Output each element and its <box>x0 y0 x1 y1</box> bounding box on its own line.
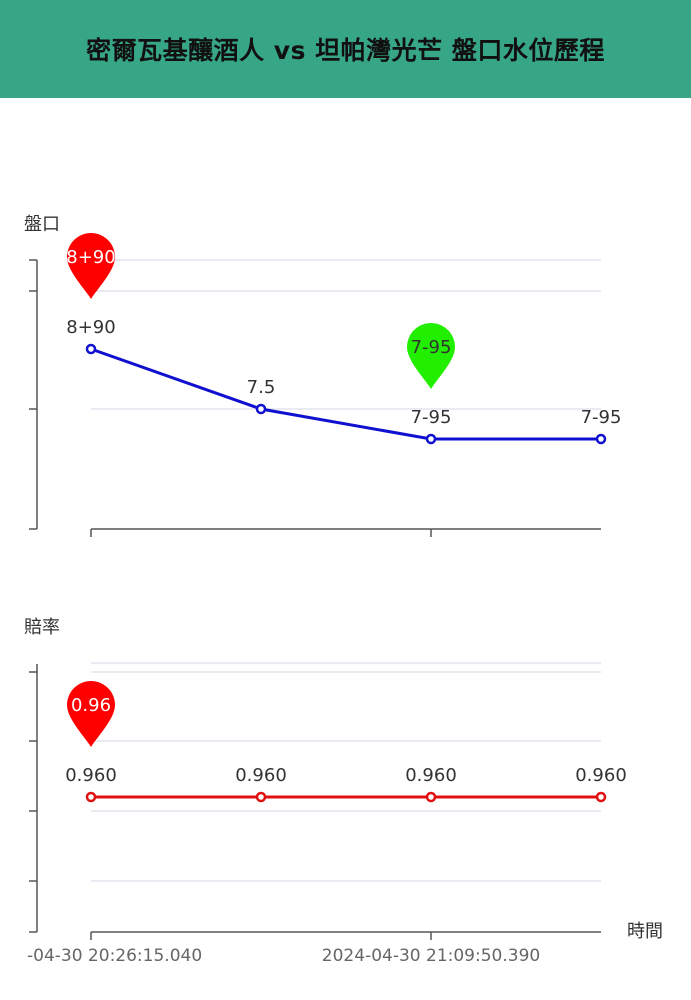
marker-pin-shape <box>407 323 455 389</box>
handicap-axis-title: 盤口 <box>24 214 60 235</box>
marker-pin-text: 0.96 <box>71 695 111 716</box>
data-label: 7.5 <box>247 377 276 398</box>
data-point <box>425 791 437 803</box>
x-tick-label: 2024-04-30 21:09:50.390 <box>322 946 540 966</box>
data-point <box>595 433 607 445</box>
series-line <box>90 347 601 441</box>
marker-pin-shape <box>67 681 115 747</box>
data-point <box>595 791 607 803</box>
page-header: 密爾瓦基釀酒人 vs 坦帕灣光芒 盤口水位歷程 <box>0 0 691 98</box>
odds-chart: 賠率 時間 0.960 0.960 0.960 0.960 0.96 -04-30 2… <box>24 617 663 966</box>
x-tick-label: -04-30 20:26:15.040 <box>27 946 202 966</box>
handicap-chart: 盤口 8+90 7.5 7-95 7-95 8+90 7-95 <box>24 214 621 537</box>
marker-pin-shape <box>67 233 115 299</box>
data-point <box>425 433 437 445</box>
data-label: 0.960 <box>65 765 117 786</box>
marker-pin: 8+90 <box>66 233 116 299</box>
data-point <box>255 791 267 803</box>
data-point <box>85 343 97 355</box>
data-label: 0.960 <box>235 765 287 786</box>
data-point <box>85 791 97 803</box>
marker-pin-text: 8+90 <box>66 247 115 268</box>
history-charts: 盤口 8+90 7.5 7-95 7-95 8+90 7-95 賠率 時間 0.960 0… <box>24 214 663 966</box>
page-title: 密爾瓦基釀酒人 vs 坦帕灣光芒 盤口水位歷程 <box>86 36 605 65</box>
odds-axis-title: 賠率 <box>24 617 60 638</box>
data-label: 7-95 <box>581 407 622 428</box>
data-label: 0.960 <box>405 765 457 786</box>
data-label: 8+90 <box>66 317 115 338</box>
data-label: 7-95 <box>411 407 452 428</box>
marker-pin-text: 7-95 <box>411 337 452 358</box>
marker-pin: 7-95 <box>407 323 455 389</box>
time-axis-title: 時間 <box>627 921 663 942</box>
data-label: 0.960 <box>575 765 627 786</box>
marker-pin: 0.96 <box>67 681 115 747</box>
data-point <box>255 403 267 415</box>
